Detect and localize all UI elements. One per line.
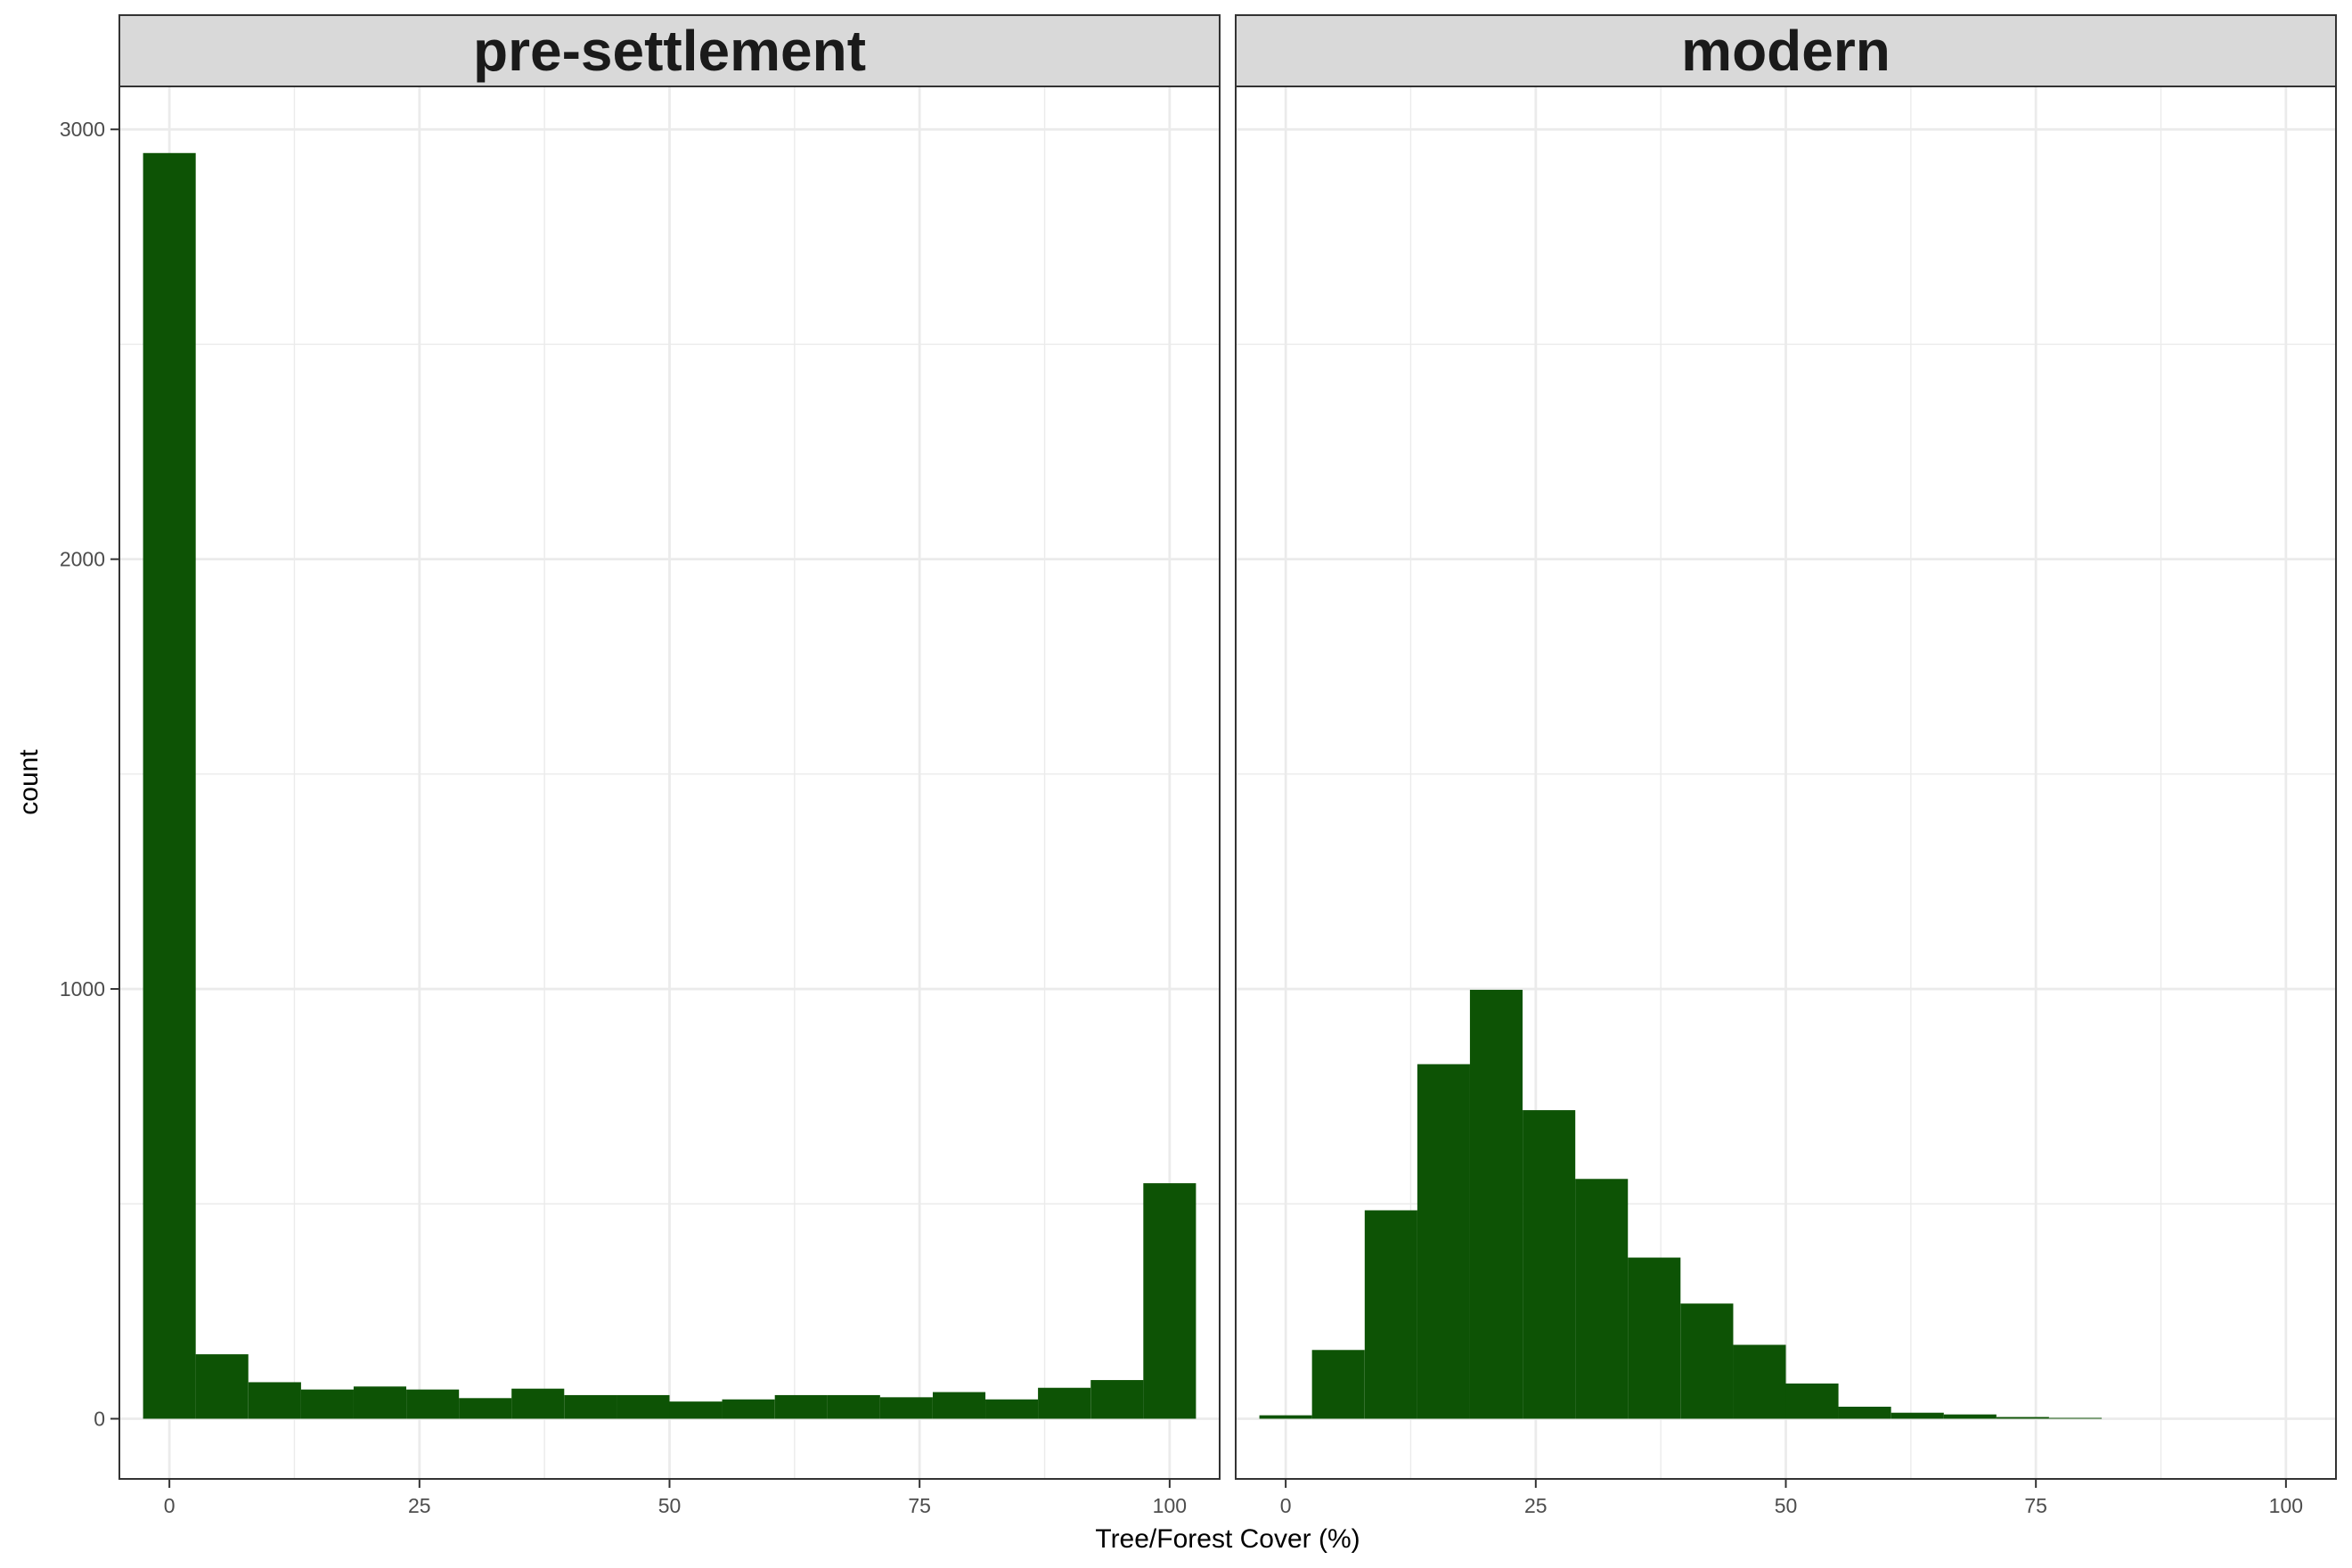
histogram-bar (353, 1386, 407, 1419)
histogram-bar (722, 1399, 775, 1419)
histogram-bar (1417, 1064, 1470, 1419)
x-tick-label: 75 (908, 1494, 931, 1517)
histogram-bar (248, 1382, 301, 1419)
y-axis-title: count (14, 749, 44, 815)
histogram-bar (1680, 1303, 1734, 1419)
histogram-bar (1090, 1380, 1144, 1419)
histogram-bar (1523, 1110, 1576, 1419)
histogram-bar (406, 1389, 460, 1419)
facet-strip (1235, 14, 2337, 87)
x-tick-label: 0 (164, 1494, 176, 1517)
x-tick-label: 75 (2024, 1494, 2047, 1517)
histogram-bar (2048, 1417, 2103, 1419)
histogram-bar (827, 1394, 880, 1419)
facets-layer: pre-settlement 0 25 50 75 100 modern 0 25 50 75 100 (118, 14, 2337, 1517)
facet-panel-pre-settlement: pre-settlement 0 25 50 75 100 (118, 14, 1221, 1517)
facet-strip-title: modern (1681, 19, 1891, 83)
histogram-bar (1143, 1183, 1196, 1419)
y-axis: 0 1000 2000 3000 (60, 118, 119, 1430)
histogram-bar (1733, 1344, 1786, 1419)
facet-panel-modern: modern 0 25 50 75 100 (1235, 14, 2337, 1517)
histogram-bar (1575, 1179, 1629, 1419)
histogram-bar (669, 1401, 723, 1419)
x-tick-label: 25 (1524, 1494, 1548, 1517)
x-tick-label: 100 (2269, 1494, 2303, 1517)
histogram-bar (459, 1398, 512, 1419)
histogram-bar (1943, 1414, 1997, 1419)
x-axis-title: Tree/Forest Cover (%) (1095, 1524, 1360, 1554)
x-tick-label: 0 (1280, 1494, 1292, 1517)
y-tick-label: 3000 (60, 118, 105, 141)
histogram-bar (143, 152, 196, 1419)
x-tick-label: 50 (658, 1494, 682, 1517)
histogram-bar (195, 1354, 249, 1419)
histogram-bar (1038, 1387, 1091, 1419)
facet-strip (118, 14, 1221, 87)
histogram-bar (1891, 1412, 1944, 1419)
y-tick-label: 2000 (60, 548, 105, 571)
histogram-bar (1628, 1257, 1681, 1419)
histogram-bar (1311, 1350, 1365, 1419)
x-tick-label: 100 (1153, 1494, 1187, 1517)
histogram-bar (1785, 1383, 1839, 1419)
histogram-bar (985, 1399, 1039, 1419)
histogram-bar (774, 1394, 828, 1419)
histogram-bar (300, 1389, 354, 1419)
histogram-bar (1996, 1417, 2049, 1419)
histogram-bar (1364, 1210, 1417, 1419)
histogram-bar (511, 1388, 565, 1419)
facet-strip-title: pre-settlement (473, 19, 866, 83)
histogram-bar (617, 1394, 670, 1419)
x-tick-label: 50 (1775, 1494, 1798, 1517)
x-tick-label: 25 (408, 1494, 431, 1517)
histogram-bar (932, 1392, 986, 1419)
histogram-bar (1469, 990, 1523, 1419)
histogram-bar (1259, 1415, 1312, 1419)
histogram-bar (1838, 1406, 1891, 1419)
histogram-bar (879, 1397, 933, 1419)
histogram-bar (564, 1394, 617, 1419)
y-tick-label: 0 (94, 1407, 105, 1430)
y-tick-label: 1000 (60, 977, 105, 1000)
